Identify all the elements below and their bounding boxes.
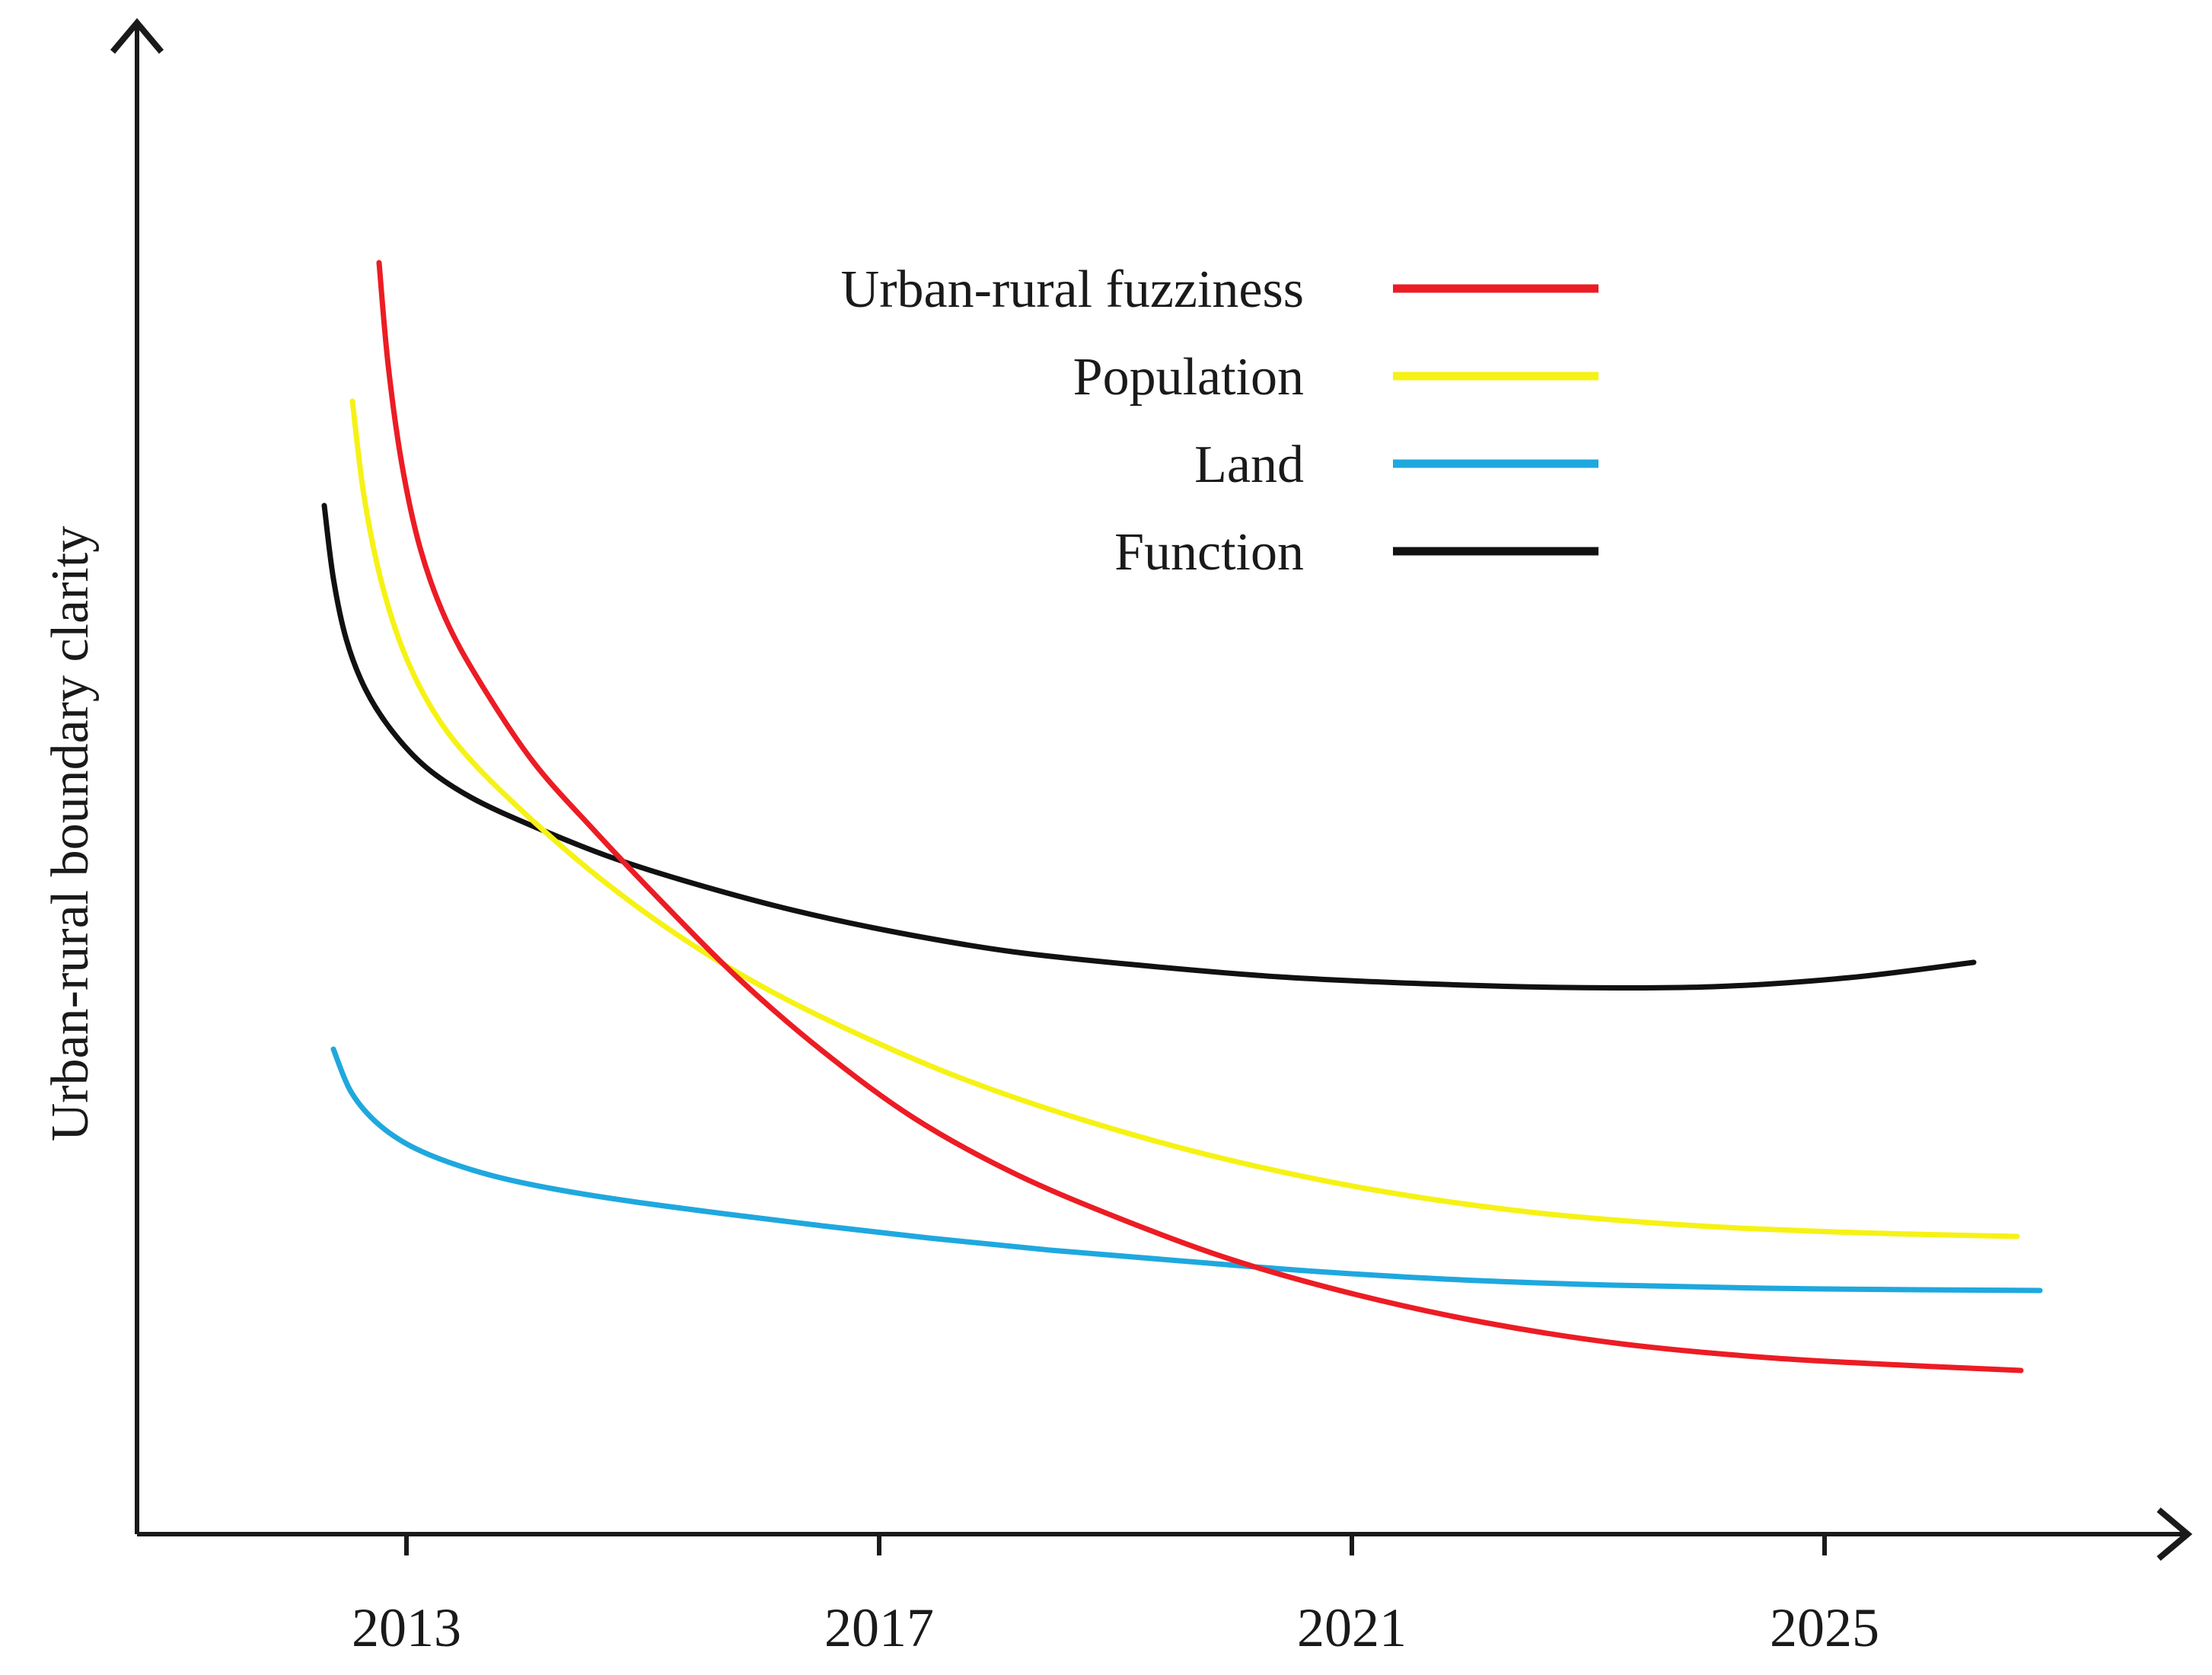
x-tick-label-2025: 2025 (1770, 1597, 1879, 1658)
x-tick-label-2017: 2017 (824, 1597, 934, 1658)
legend-label-function: Function (1114, 523, 1304, 582)
x-axis-arrow-icon (2156, 1507, 2193, 1562)
curve-urban-rural-fuzziness (376, 260, 2024, 1374)
curve-population (349, 398, 2020, 1240)
legend-item-function: Function (1114, 523, 1598, 582)
y-axis-label: Urban-rural boundary clarity (41, 526, 100, 1142)
curves-layer (321, 260, 2043, 1374)
legend-label-land: Land (1194, 436, 1304, 494)
curve-function (321, 502, 1977, 991)
x-tick-label-2021: 2021 (1297, 1597, 1407, 1658)
legend-label-population: Population (1073, 348, 1304, 407)
legend-item-population: Population (1073, 348, 1598, 407)
x-tick-label-2013: 2013 (352, 1597, 461, 1658)
legend-item-land: Land (1194, 436, 1598, 494)
x-tick-marks (404, 1534, 1827, 1555)
curve-land (330, 1046, 2043, 1294)
axes (110, 18, 2193, 1562)
y-axis-arrow-icon (110, 18, 164, 54)
legend: Urban-rural fuzziness Population Land Fu… (841, 260, 1598, 582)
legend-item-urban-rural-fuzziness: Urban-rural fuzziness (841, 260, 1598, 319)
legend-label-urban-rural-fuzziness: Urban-rural fuzziness (841, 260, 1304, 319)
